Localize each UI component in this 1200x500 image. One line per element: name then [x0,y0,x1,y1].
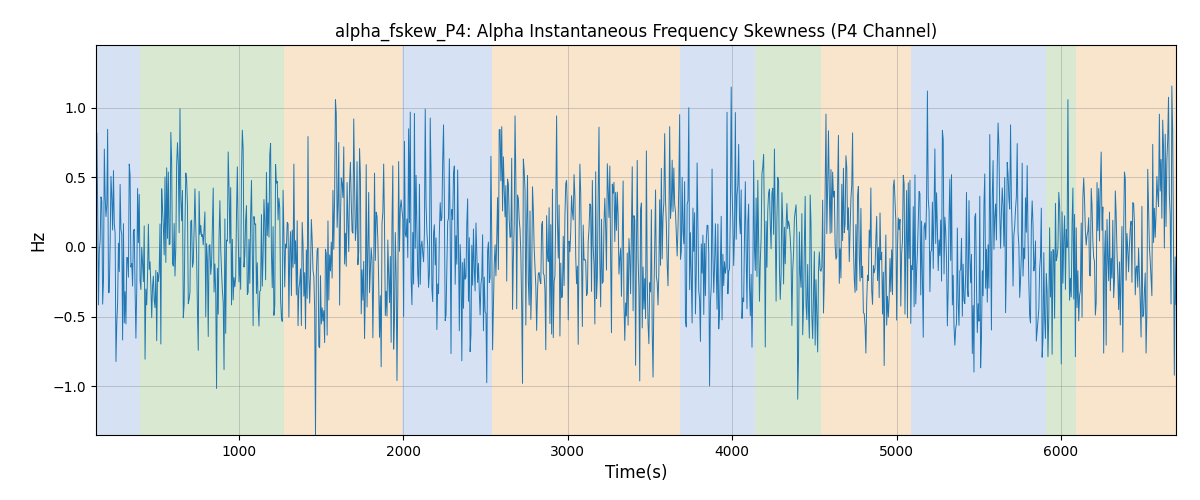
Bar [96,45,139,435]
Bar [284,45,402,435]
Y-axis label: Hz: Hz [29,230,47,250]
Bar [139,45,284,435]
X-axis label: Time(s): Time(s) [605,464,667,482]
Bar [1046,45,1075,435]
Bar [911,45,1046,435]
Bar [821,45,911,435]
Bar [755,45,821,435]
Title: alpha_fskew_P4: Alpha Instantaneous Frequency Skewness (P4 Channel): alpha_fskew_P4: Alpha Instantaneous Freq… [335,22,937,41]
Bar [1075,45,1176,435]
Bar [679,45,755,435]
Bar [402,45,492,435]
Bar [492,45,679,435]
